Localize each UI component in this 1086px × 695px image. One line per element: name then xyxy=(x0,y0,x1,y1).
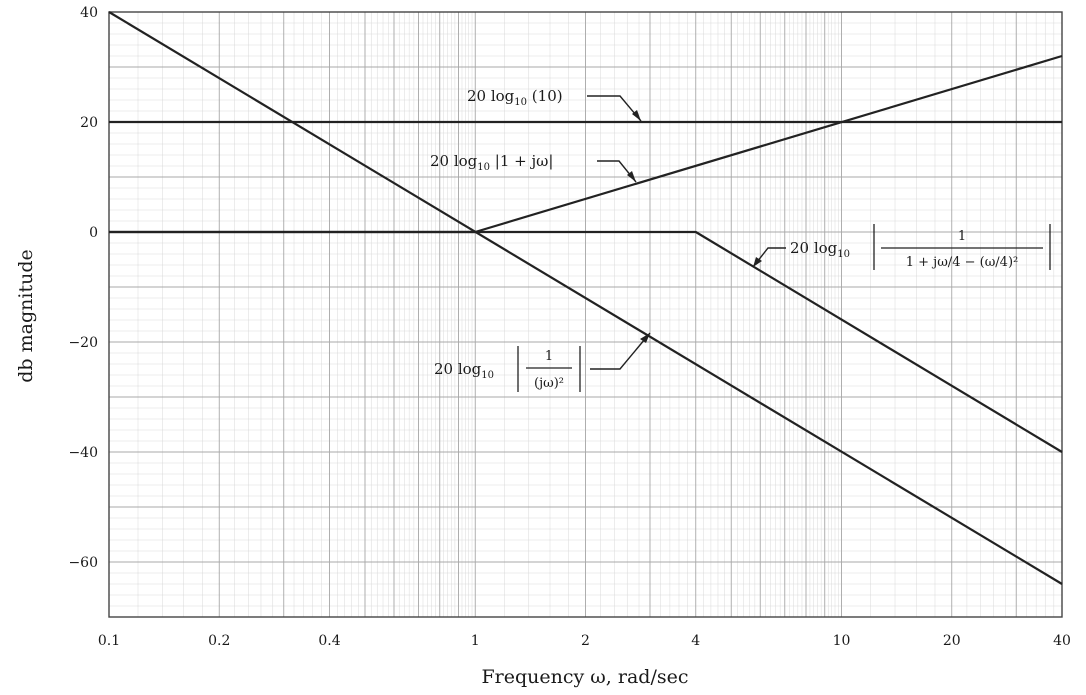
x-tick-label: 0.4 xyxy=(318,633,340,649)
fraction-numerator: 1 xyxy=(958,229,966,244)
annotation-leader xyxy=(597,160,637,183)
major-grid xyxy=(109,11,1062,618)
y-tick-labels: 40 20 0 −20 −40 −60 xyxy=(68,5,98,571)
annotation-arrowhead xyxy=(640,333,650,343)
svg-text:20 log10 (10): 20 log10 (10) xyxy=(467,87,563,108)
y-tick-label: 0 xyxy=(89,225,98,241)
x-tick-label: 40 xyxy=(1053,633,1071,649)
series-layer xyxy=(108,11,1063,585)
x-tick-label: 1 xyxy=(471,633,480,649)
series-line-2 xyxy=(108,11,1063,585)
x-tick-label: 0.2 xyxy=(208,633,230,649)
x-tick-label: 4 xyxy=(691,633,700,649)
y-tick-label: −20 xyxy=(68,335,98,351)
x-tick-label: 0.1 xyxy=(98,633,120,649)
annotation-20log10-1-plus-jw: 20 log10 |1 + jω| xyxy=(430,152,637,183)
y-tick-label: 40 xyxy=(80,5,98,21)
annotation-leader xyxy=(590,332,651,370)
y-tick-label: 20 xyxy=(80,115,98,131)
annotation-subscript: 10 xyxy=(481,370,494,381)
x-tick-label: 10 xyxy=(833,633,851,649)
x-tick-label: 20 xyxy=(943,633,961,649)
annotation-subscript: 10 xyxy=(837,249,850,260)
plot-frame xyxy=(108,11,1063,618)
annotation-subscript: 10 xyxy=(514,97,527,108)
fraction-denominator: (jω)² xyxy=(534,376,564,391)
annotation-arrowhead xyxy=(627,171,636,182)
svg-text:20 log10: 20 log10 xyxy=(790,239,850,260)
fraction-denominator: 1 + jω/4 − (ω/4)² xyxy=(906,255,1018,270)
annotation-layer: 20 log10 (10) 20 log10 |1 + jω| 20 log10… xyxy=(430,87,1051,392)
y-tick-label: −40 xyxy=(68,445,98,461)
annotation-20log10-1-over-jw-squared: 20 log10 1 (jω)² xyxy=(434,332,651,392)
annotation-prefix: 20 log xyxy=(434,360,482,378)
annotation-subscript: 10 xyxy=(477,162,490,173)
fraction-numerator: 1 xyxy=(545,349,553,364)
annotation-expression: (10) xyxy=(527,87,563,105)
x-tick-labels: 0.1 0.2 0.4 1 2 4 10 20 40 xyxy=(98,633,1071,649)
annotation-arrowhead xyxy=(753,257,762,267)
svg-text:20 log10 |1 + jω|: 20 log10 |1 + jω| xyxy=(430,152,553,173)
annotation-20log10-10: 20 log10 (10) xyxy=(467,87,642,122)
annotation-prefix: 20 log xyxy=(430,152,478,170)
y-tick-label: −60 xyxy=(68,555,98,571)
series-line-3 xyxy=(109,230,1063,453)
annotation-expression: |1 + jω| xyxy=(490,152,553,170)
annotation-prefix: 20 log xyxy=(790,239,838,257)
y-axis-title: db magnitude xyxy=(15,249,37,382)
annotation-arrowhead xyxy=(632,110,641,121)
x-axis-title: Frequency ω, rad/sec xyxy=(482,666,689,688)
annotation-20log10-second-order: 20 log10 1 1 + jω/4 − (ω/4)² xyxy=(752,224,1051,270)
svg-text:20 log10: 20 log10 xyxy=(434,360,494,381)
annotation-prefix: 20 log xyxy=(467,87,515,105)
annotation-leader xyxy=(752,247,786,268)
x-tick-label: 2 xyxy=(581,633,590,649)
